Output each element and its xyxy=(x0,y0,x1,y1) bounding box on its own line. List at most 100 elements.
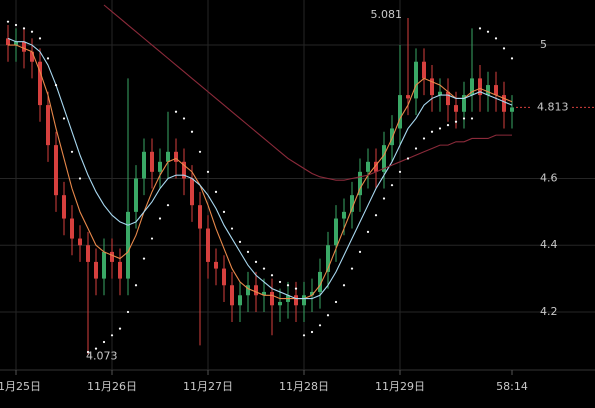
sar-dot xyxy=(494,37,498,40)
sar-dot xyxy=(454,120,458,123)
candle-body xyxy=(278,301,282,306)
candle-body xyxy=(334,218,338,246)
sar-dot xyxy=(294,287,298,290)
y-tick-label: 4.4 xyxy=(540,238,558,251)
sar-dot xyxy=(470,117,474,120)
candle-body xyxy=(398,95,402,129)
candle-body xyxy=(222,268,226,286)
moving-average-line xyxy=(103,4,512,181)
sar-dot xyxy=(510,57,514,60)
y-tick-label: 4.6 xyxy=(540,171,558,184)
candle-body xyxy=(502,95,506,112)
candle-body xyxy=(486,85,490,96)
candle-body xyxy=(350,195,354,212)
candle-body xyxy=(262,291,266,296)
candle-body xyxy=(14,41,18,46)
candle-body xyxy=(174,151,178,162)
sar-dot xyxy=(126,310,130,314)
candle-body xyxy=(510,107,514,112)
x-tick-label: 11月26日 xyxy=(87,380,137,393)
candle-body xyxy=(30,51,34,62)
candle-body xyxy=(126,211,130,279)
candle-body xyxy=(182,161,186,179)
sar-dot xyxy=(270,274,274,277)
candle-body xyxy=(374,161,378,172)
candle-body xyxy=(142,151,146,179)
candle-body xyxy=(94,261,98,279)
candle-body xyxy=(158,161,162,172)
candle-body xyxy=(470,78,474,96)
sar-dot xyxy=(366,230,370,233)
moving-average-line xyxy=(7,37,513,300)
candle-body xyxy=(110,251,114,262)
candle-body xyxy=(70,218,74,239)
candle-body xyxy=(78,238,82,246)
sar-dot xyxy=(102,340,106,344)
x-tick-label: 11月28日 xyxy=(279,380,329,393)
sar-dot xyxy=(326,314,330,317)
candle-body xyxy=(294,295,298,306)
sar-dot xyxy=(30,30,34,33)
sar-dot xyxy=(190,130,194,133)
sar-dot xyxy=(446,124,450,127)
candle-body xyxy=(414,61,418,99)
candle-body xyxy=(86,245,90,262)
candle-body xyxy=(190,178,194,206)
sar-dot xyxy=(134,284,138,287)
sar-dot xyxy=(54,83,58,87)
sar-dot xyxy=(6,20,10,23)
sar-dot xyxy=(302,334,306,337)
candle-body xyxy=(166,151,170,162)
sar-dot xyxy=(374,214,378,217)
sar-dot xyxy=(158,217,162,220)
sar-dot xyxy=(438,127,442,130)
candle-body xyxy=(230,285,234,306)
candle-body xyxy=(150,151,154,172)
candle-body xyxy=(318,271,322,292)
candle-body xyxy=(342,211,346,219)
sar-dot xyxy=(118,327,122,330)
candle-body xyxy=(134,178,138,212)
low-annotation: 4.073 xyxy=(86,349,118,362)
candle-body xyxy=(478,78,482,96)
candle-body xyxy=(6,38,10,46)
x-tick-label: 11月27日 xyxy=(183,380,233,393)
candle-body xyxy=(390,128,394,146)
candle-body xyxy=(462,95,466,112)
candle-body xyxy=(198,205,202,229)
sar-dot xyxy=(342,284,346,287)
sar-dot xyxy=(262,267,266,270)
y-tick-label: 4.2 xyxy=(540,305,558,318)
sar-dot xyxy=(78,177,82,180)
sar-dot xyxy=(222,210,226,213)
sar-dot xyxy=(230,227,234,230)
sar-dot xyxy=(150,237,154,240)
sar-dot xyxy=(246,250,250,253)
sar-dot xyxy=(390,184,394,187)
candle-body xyxy=(366,161,370,172)
sar-dot xyxy=(70,150,74,153)
candle-body xyxy=(46,105,50,146)
last-price-label: 4.813 xyxy=(537,100,569,113)
candle-body xyxy=(214,261,218,269)
sar-dot xyxy=(310,330,314,334)
candle-body xyxy=(22,41,26,52)
candle-body xyxy=(446,91,450,106)
sar-dot xyxy=(22,27,26,30)
sar-dot xyxy=(422,137,426,140)
sar-dot xyxy=(414,147,418,150)
moving-average-line xyxy=(8,44,513,300)
candle-body xyxy=(270,291,274,306)
high-annotation: 5.081 xyxy=(371,8,403,21)
candle-body xyxy=(206,228,210,262)
candle-body xyxy=(406,95,410,99)
sar-dot xyxy=(334,300,338,304)
sar-dot xyxy=(182,117,186,120)
candle-body xyxy=(310,291,314,296)
sar-dot xyxy=(14,23,18,27)
sar-dot xyxy=(278,280,282,284)
sar-dot xyxy=(214,190,218,193)
sar-dot xyxy=(46,57,50,60)
